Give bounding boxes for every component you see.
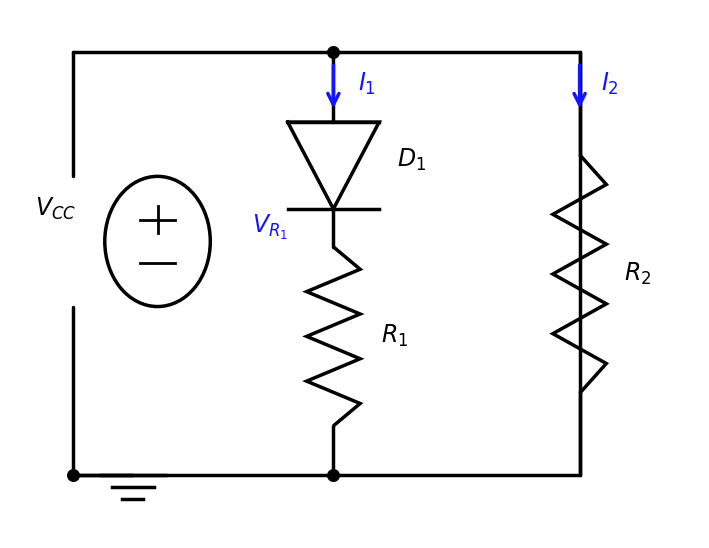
Point — [328, 47, 339, 56]
Text: $D_1$: $D_1$ — [397, 147, 426, 173]
Point — [328, 470, 339, 479]
Text: $I_1$: $I_1$ — [358, 71, 376, 97]
Text: $V_{R_1}$: $V_{R_1}$ — [252, 213, 288, 242]
Text: $R_1$: $R_1$ — [381, 323, 408, 350]
Text: $V_{CC}$: $V_{CC}$ — [35, 196, 76, 222]
Text: $R_2$: $R_2$ — [624, 261, 651, 287]
Text: $I_2$: $I_2$ — [601, 71, 618, 97]
Point — [67, 470, 79, 479]
